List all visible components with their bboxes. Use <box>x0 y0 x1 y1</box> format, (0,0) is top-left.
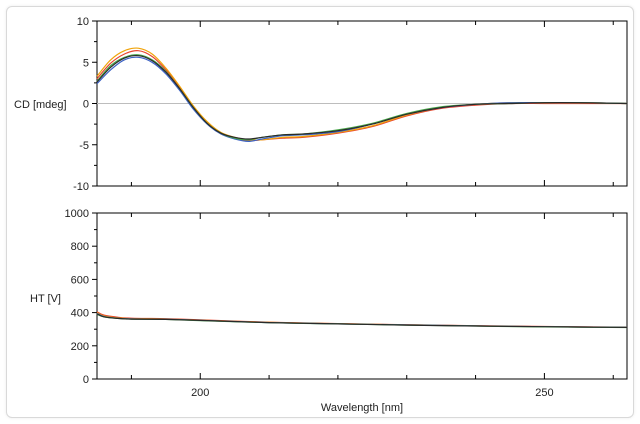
chart-frame <box>6 6 634 418</box>
cd-series-line-5 <box>96 54 628 140</box>
ht-plot-area <box>96 212 628 380</box>
ht-series-group <box>96 311 628 329</box>
ht-panel: 0 200 400 600 800 1000 200 250 HT [V] Wavelengt… <box>30 208 628 414</box>
ht-y-tick-label: 400 <box>71 308 89 320</box>
ht-y-tick-label: 200 <box>71 341 89 353</box>
ht-y-tick-label: 1000 <box>65 208 89 220</box>
cd-y-tick-label: -5 <box>79 140 89 152</box>
ht-series-line-5 <box>96 313 628 328</box>
ht-series-line-3 <box>96 312 628 328</box>
ht-y-axis-title: HT [V] <box>30 293 61 305</box>
cd-panel: -10 -5 0 5 10 CD [mdeg] <box>14 16 628 193</box>
cd-y-tick-label: 0 <box>83 99 89 111</box>
ht-y-tick-label: 0 <box>83 374 89 386</box>
cd-y-tick-label: -10 <box>73 181 89 193</box>
ht-y-tick-label: 800 <box>71 241 89 253</box>
ht-tick-group: 0 200 400 600 800 1000 200 250 <box>65 208 614 399</box>
ht-y-tick-label: 600 <box>71 274 89 286</box>
cd-y-tick-label: 10 <box>77 16 89 28</box>
ht-x-tick-label: 200 <box>191 387 209 399</box>
ht-series-line-4 <box>96 313 628 329</box>
ht-x-tick-label: 250 <box>535 387 553 399</box>
cd-tick-group: -10 -5 0 5 10 <box>73 16 614 193</box>
cd-series-group <box>96 47 628 142</box>
cd-y-axis-title: CD [mdeg] <box>14 99 67 111</box>
x-axis-title: Wavelength [nm] <box>321 402 403 414</box>
cd-y-tick-label: 5 <box>83 57 89 69</box>
